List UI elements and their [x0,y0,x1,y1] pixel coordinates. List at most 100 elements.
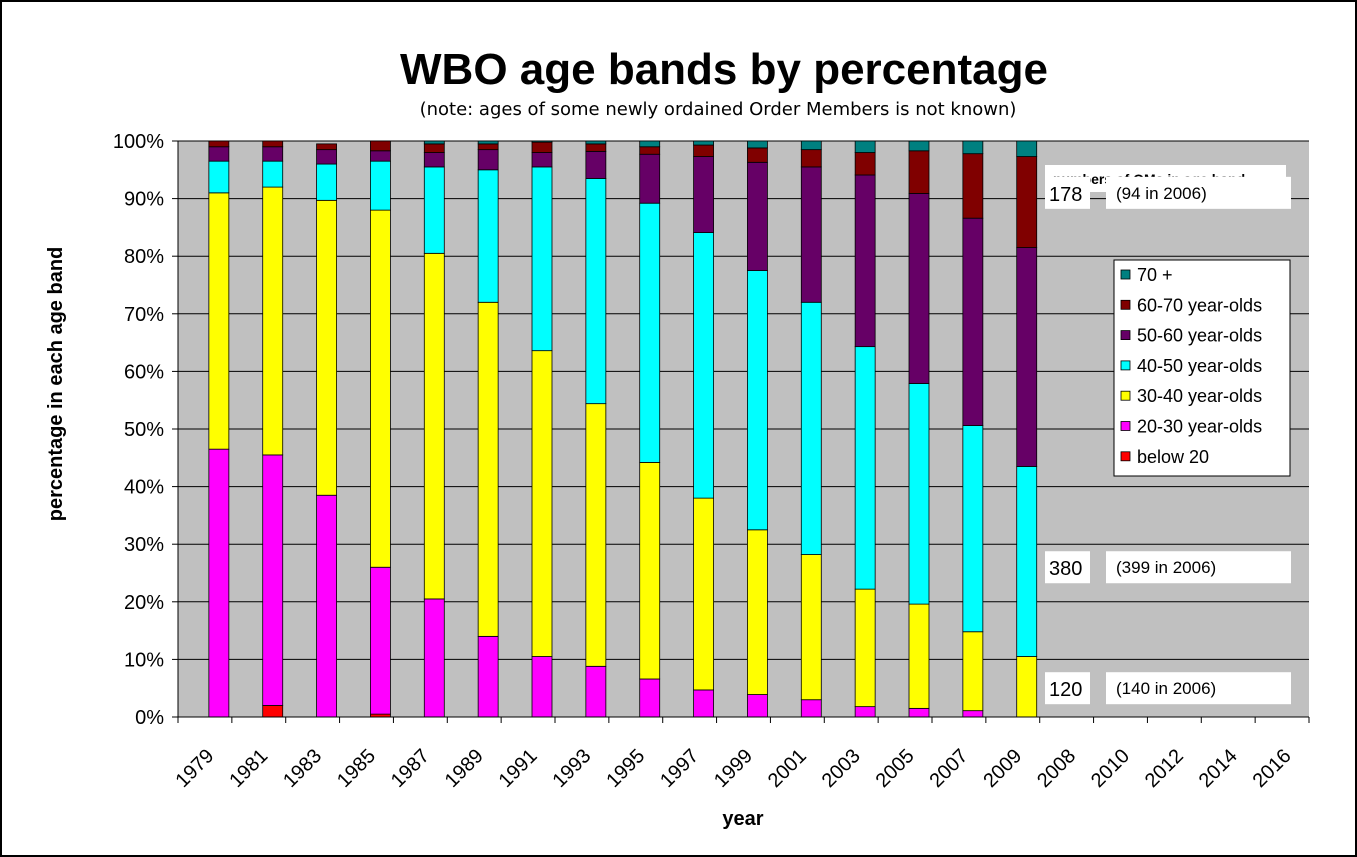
y-tick-label: 0% [135,707,164,729]
x-tick-label: 1987 [387,745,434,792]
bar-segment [531,152,553,168]
bar-segment [962,425,984,633]
bar-segment [262,160,284,188]
y-tick-label: 80% [124,246,164,268]
y-axis: 0% 10% 20% 30% 40% 50% 60% 70% 80% 90% 100% [113,131,179,729]
bar-segment [639,153,661,204]
bar-segment [477,301,499,637]
x-tick-label: 1983 [279,745,326,792]
annotations: numbers of OMs in age band178(94 in 2006… [1045,165,1291,705]
bar-segment [477,140,499,145]
bar-segment [747,147,768,163]
bar-segment [370,140,391,152]
annotation-note-box [1106,551,1291,584]
x-tick-label: 1993 [548,745,595,792]
annotation-note-box [1106,176,1291,209]
x-tick-label: 1981 [225,745,272,792]
legend-label: 40-50 year-olds [1137,356,1262,376]
bar-segment [477,169,499,303]
x-tick-label: 2010 [1087,745,1134,792]
bar-segment [370,150,391,162]
legend-box [1113,259,1291,477]
x-tick-label: 2003 [818,745,865,792]
x-tick-label: 1999 [710,745,757,792]
bar-segment [531,166,553,352]
bar-segment [531,141,553,153]
bar-segment [854,706,876,718]
legend: 70 + 60-70 year-olds 50-60 year-olds 40-50 … [1113,259,1291,477]
bar-segment [262,454,284,706]
bar-segment [962,710,984,718]
legend-label: 50-60 year-olds [1137,326,1262,346]
chart-subtitle: (note: ages of some newly ordained Order… [420,99,1017,120]
bars [208,140,1038,718]
bar-segment [908,383,930,605]
bar-segment [262,140,284,148]
bar-segment [747,694,768,718]
bar-segment [208,146,230,162]
x-tick-label: 2014 [1195,745,1242,792]
x-tick-label: 1979 [171,745,218,792]
bar-segment [370,160,391,211]
y-tick-label: 30% [124,534,164,556]
bar-segment [585,665,607,718]
bar-segment [854,152,876,176]
bar-segment [208,192,230,450]
annotation-count: 380 [1049,558,1082,580]
legend-swatch [1120,451,1131,462]
y-tick-label: 20% [124,592,164,614]
annotation-note: (140 in 2006) [1116,679,1216,698]
legend-label: 20-30 year-olds [1137,417,1262,437]
bar-segment [370,566,391,715]
bar-segment [585,403,607,667]
bar-segment [316,149,337,165]
legend-label: 60-70 year-olds [1137,295,1262,315]
bar-segment [908,150,930,194]
x-tick-label: 1997 [656,745,703,792]
x-tick-label: 2009 [979,745,1026,792]
bar-segment [800,166,822,303]
y-tick-label: 50% [124,419,164,441]
bar-segment [1016,156,1038,248]
bar-segment [262,705,284,718]
bar-segment [854,140,876,153]
x-axis-label: year [722,808,763,830]
y-tick-label: 90% [124,189,164,211]
bar-segment [693,232,714,499]
x-tick-label: 2007 [925,745,972,792]
y-tick-label: 70% [124,304,164,326]
bar-segment [1016,466,1038,657]
bar-segment [531,656,553,718]
annotation-note: (399 in 2006) [1116,558,1216,577]
annotation-count: 120 [1049,679,1082,701]
bar-segment [208,448,230,718]
bar-segment [208,160,230,194]
y-axis-label: percentage in each age band [45,247,67,522]
bar-segment [962,140,984,155]
annotation-count-box [1045,672,1090,705]
bar-segment [477,149,499,171]
annotation-note: (94 in 2006) [1116,184,1207,203]
bar-segment [585,150,607,179]
bar-segment [800,699,822,718]
bar-segment [639,146,661,155]
bar-segment [854,174,876,348]
bar-segment [908,140,930,152]
x-tick-label: 1985 [333,745,380,792]
legend-swatch [1120,299,1131,310]
bar-segment [585,140,607,145]
annotation-count: 178 [1049,184,1082,206]
bar-segment [747,270,768,531]
bar-segment [639,678,661,718]
x-tick-label: 1995 [602,745,649,792]
bar-segment [693,144,714,157]
x-axis: 1979 1981 1983 1985 1987 1989 1991 1993 1995 1997… [171,716,1310,792]
bar-segment [1016,140,1038,157]
bar-segment [800,140,822,151]
y-tick-label: 40% [124,477,164,499]
bar-segment [585,178,607,405]
bar-segment [908,603,930,709]
bar-segment [423,140,445,145]
